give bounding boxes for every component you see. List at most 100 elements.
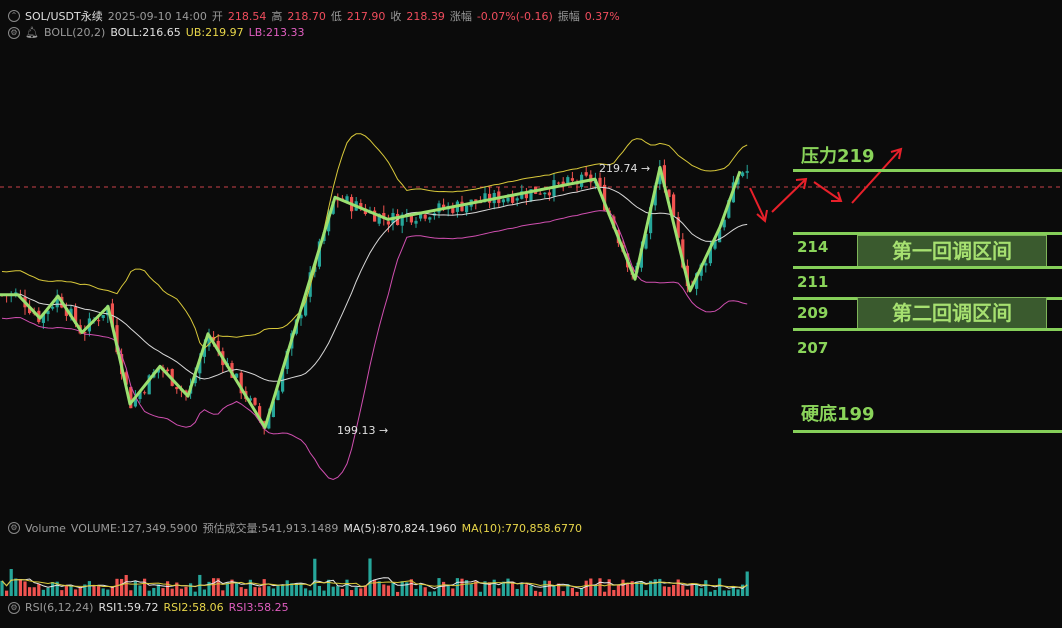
- boll-label[interactable]: BOLL(20,2): [43, 26, 106, 39]
- volume-bar: [446, 584, 450, 596]
- volume-bar: [46, 587, 50, 596]
- volume-bar: [322, 590, 326, 596]
- settings-icon[interactable]: ⚙: [8, 26, 20, 39]
- volume-value: VOLUME:127,349.5900: [70, 521, 198, 535]
- volume-bar: [529, 585, 533, 596]
- candle-body: [271, 401, 275, 418]
- settings-icon[interactable]: ⚙: [8, 522, 20, 534]
- symbol-label[interactable]: SOL/USDT永续: [25, 10, 103, 23]
- volume-bar: [156, 584, 160, 596]
- candle-body: [133, 396, 137, 407]
- rsi-label[interactable]: RSI(6,12,24): [25, 601, 94, 614]
- candle-body: [276, 390, 280, 401]
- candle-body: [704, 263, 708, 266]
- candle-body: [543, 192, 547, 195]
- volume-bar: [244, 588, 248, 596]
- datetime: 2025-09-10 14:00: [107, 9, 207, 23]
- candle-body: [235, 373, 239, 378]
- volume-bar: [474, 581, 478, 596]
- volume-bar: [313, 558, 317, 596]
- volume-bar: [262, 579, 266, 596]
- boll-lb: LB:213.33: [248, 26, 305, 39]
- floor-label: 硬底199: [801, 404, 875, 425]
- volume-bar: [649, 580, 653, 596]
- volume-bar: [432, 591, 436, 596]
- volume-bar: [28, 587, 32, 596]
- volume-bar: [0, 580, 4, 596]
- candle-body: [437, 203, 441, 213]
- candle-body: [382, 212, 386, 219]
- candle-body: [198, 359, 202, 374]
- volume-bar: [658, 578, 662, 596]
- volume-bar: [294, 583, 298, 596]
- volume-bar: [653, 579, 657, 596]
- volume-bar: [179, 588, 183, 596]
- volume-bar: [55, 581, 59, 596]
- volume-bar: [253, 587, 257, 596]
- candle-body: [718, 229, 722, 243]
- candle-body: [598, 177, 602, 187]
- volume-bar: [331, 586, 335, 596]
- volume-bar: [41, 589, 45, 596]
- level-207-label: 207: [797, 339, 829, 357]
- candle-body: [97, 320, 101, 322]
- volume-label[interactable]: Volume: [25, 521, 66, 535]
- candle-body: [207, 336, 211, 347]
- volume-bar: [497, 588, 501, 596]
- volume-bar: [87, 581, 91, 596]
- boll-ub: UB:219.97: [185, 26, 244, 39]
- volume-bar: [281, 584, 285, 596]
- candle-body: [216, 340, 220, 351]
- volume-bar: [143, 578, 147, 596]
- candles: [0, 159, 749, 435]
- candle-body: [465, 205, 469, 213]
- candle-body: [74, 306, 78, 324]
- volume-bar: [598, 578, 602, 596]
- volume-ma10: [1, 579, 748, 588]
- volume-bar: [74, 589, 78, 596]
- collapse-icon[interactable]: ⌃: [8, 10, 20, 22]
- volume-header: ⚙ Volume VOLUME:127,349.5900 预估成交量:541,9…: [8, 520, 582, 536]
- volume-bar: [202, 589, 206, 596]
- candle-body: [386, 221, 390, 225]
- volume-bar: [106, 589, 110, 596]
- volume-bar: [78, 587, 82, 596]
- volume-bar: [239, 587, 243, 596]
- candle-body: [515, 198, 519, 201]
- volume-bar: [676, 579, 680, 596]
- bell-icon[interactable]: 🔔︎: [25, 26, 39, 39]
- candle-body: [239, 372, 243, 394]
- volume-bar: [299, 583, 303, 596]
- volume-bar: [727, 590, 731, 596]
- candle-body: [639, 248, 643, 268]
- volume-bar: [520, 583, 524, 596]
- volume-bar: [64, 584, 68, 596]
- volume-bar: [327, 579, 331, 596]
- zigzag-path: [0, 165, 742, 429]
- volume-bar: [492, 579, 496, 596]
- volume-bar: [92, 586, 96, 596]
- volume-bar: [212, 578, 216, 596]
- candle-body: [285, 350, 289, 370]
- volume-bar: [170, 588, 174, 596]
- amplitude-value: 0.37%: [584, 9, 620, 23]
- volume-bar: [386, 585, 390, 596]
- candle-body: [345, 196, 349, 202]
- volume-bar: [488, 582, 492, 596]
- candle-body: [658, 167, 662, 185]
- volume-bar: [419, 584, 423, 596]
- settings-icon[interactable]: ⚙: [8, 601, 20, 614]
- volume-bar: [506, 578, 510, 596]
- volume-bar: [110, 586, 114, 596]
- volume-bar: [593, 585, 597, 596]
- rsi1: RSI1:59.72: [98, 601, 159, 614]
- volume-bar: [607, 579, 611, 596]
- candle-body: [727, 200, 731, 218]
- candle-body: [175, 386, 179, 390]
- volume-bar: [377, 581, 381, 596]
- volume-bar: [51, 582, 55, 596]
- level-214-label: 214: [797, 238, 829, 256]
- volume-bar: [267, 586, 271, 596]
- candle-body: [359, 203, 363, 209]
